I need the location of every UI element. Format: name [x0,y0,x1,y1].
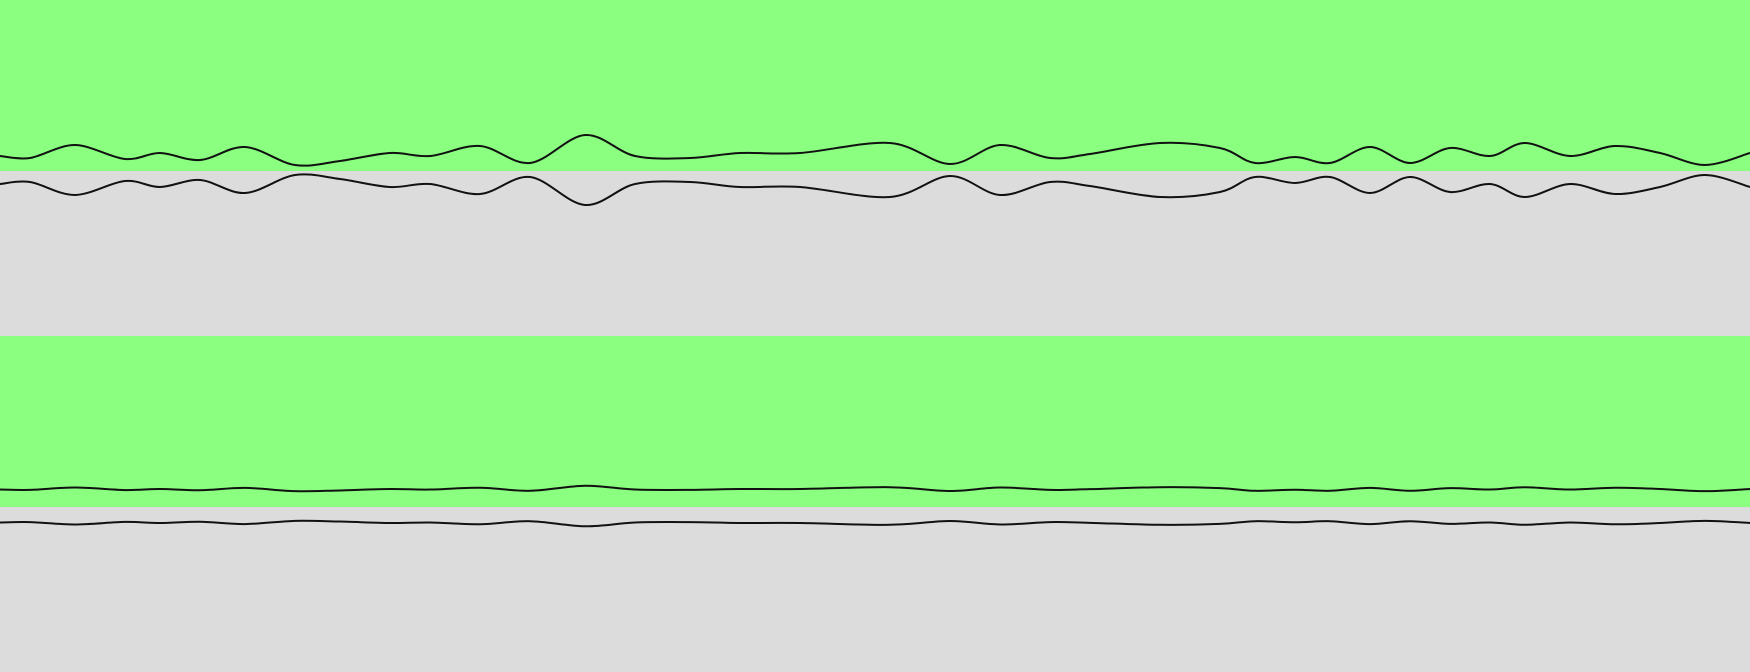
wave-line-top-upper [0,133,1750,167]
gray-region-top [0,171,1750,336]
wave-line-bottom-lower [0,519,1750,528]
wave-line-top-lower [0,173,1750,207]
wave-line-bottom-upper [0,484,1750,493]
panel-bottom [0,336,1750,672]
panel-top [0,0,1750,336]
gray-region-bottom [0,507,1750,672]
green-band-top [0,0,1750,171]
green-band-bottom [0,336,1750,507]
